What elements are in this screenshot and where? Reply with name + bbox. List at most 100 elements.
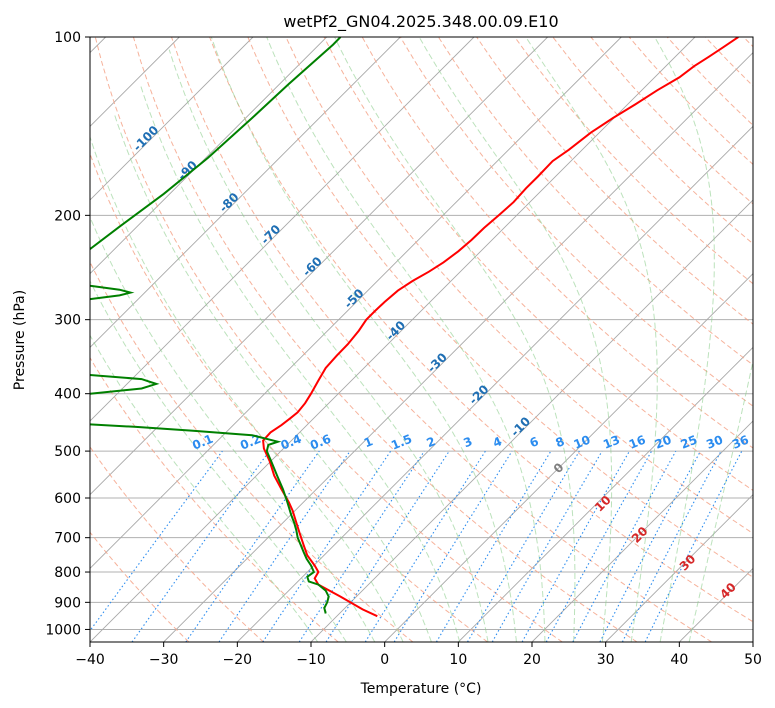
mixing-ratio-line <box>521 450 630 642</box>
dry-adiabat-line <box>209 37 753 623</box>
plot-frame <box>89 36 754 643</box>
moist-adiabat-line <box>688 358 753 642</box>
mixing-ratio-line <box>218 450 351 642</box>
dry-adiabat-label: 10 <box>592 493 614 515</box>
y-tick-label: 600 <box>54 491 81 507</box>
x-tick-label: −20 <box>223 652 253 668</box>
isotherm-label: -100 <box>130 123 161 154</box>
mixing-ratio-label: 30 <box>704 433 725 452</box>
moist-adiabats <box>90 37 753 642</box>
mixing-ratio-line <box>90 450 223 632</box>
isotherm-line <box>679 567 753 642</box>
isotherm-label: -90 <box>175 158 200 183</box>
mixing-ratio-line <box>393 450 513 642</box>
dry-adiabat-line <box>90 260 414 642</box>
isotherm-line <box>90 37 401 348</box>
isotherm-grid <box>90 37 753 642</box>
mixing-ratio-line <box>621 450 722 642</box>
isotherm-line <box>90 37 475 422</box>
isotherm-line <box>90 37 327 275</box>
dry-adiabat-line <box>323 37 753 491</box>
mixing-ratio-line <box>185 450 320 642</box>
moist-adiabat-line <box>334 37 576 642</box>
dry-adiabat-line <box>666 37 753 126</box>
mixing-ratio-label: 10 <box>572 433 593 452</box>
dry-adiabat-line <box>285 37 753 535</box>
isotherm-line <box>90 37 548 496</box>
isotherm-line <box>90 37 696 642</box>
x-tick-label: 20 <box>523 652 541 668</box>
sounding-series <box>90 37 739 618</box>
mixing-ratio-label: 1 <box>362 434 375 450</box>
y-tick-label: 800 <box>54 565 81 581</box>
moist-adiabat-line <box>654 37 715 642</box>
mixing-ratio-label: 0.6 <box>308 432 333 453</box>
moist-adiabat-line <box>90 279 347 642</box>
isotherm-label: -30 <box>425 350 450 375</box>
isotherm-line <box>605 494 753 642</box>
dry-adiabat-line <box>171 37 712 642</box>
moist-adiabat-line <box>139 83 461 642</box>
dry-adiabat-line <box>552 37 753 245</box>
isotherm-line <box>752 641 753 642</box>
mixing-ratio-line <box>599 450 701 642</box>
isotherm-line <box>237 125 753 642</box>
y-tick-label: 1000 <box>45 622 81 638</box>
mixing-ratio-line <box>545 450 653 642</box>
dewpoint-line-segment <box>90 284 135 301</box>
mixing-ratio-label: 3 <box>461 434 474 450</box>
y-tick-label: 900 <box>54 595 81 611</box>
isotherm-label: -20 <box>466 382 491 407</box>
dry-adiabat-line <box>90 356 339 642</box>
mixing-ratio-label: 6 <box>528 434 541 450</box>
x-tick-label: 40 <box>670 652 688 668</box>
isotherm-line <box>310 199 753 642</box>
y-tick-label: 100 <box>54 30 81 46</box>
mixing-ratio-line <box>644 450 743 642</box>
dry-adiabat-line <box>743 37 753 48</box>
mixing-ratio-label: 2 <box>425 434 438 450</box>
mixing-ratio-line <box>298 450 425 642</box>
mixing-ratio-label: 13 <box>601 433 622 452</box>
moist-adiabat-line <box>113 114 432 642</box>
moist-adiabat-line <box>168 49 489 642</box>
isotherm-label: -40 <box>383 318 408 343</box>
mixing-ratio-label: 25 <box>679 433 700 452</box>
mixing-ratio-label: 4 <box>491 434 504 450</box>
dry-adiabat-line <box>514 37 753 285</box>
dry-adiabat-line <box>361 37 753 449</box>
isotherm-line <box>384 273 753 642</box>
plot-area: -100-90-80-70-60-50-40-30-20-10 0.1 0.2 0.… <box>90 37 753 642</box>
dry-adiabat-line <box>437 37 753 366</box>
mixing-ratio-line <box>435 450 552 642</box>
dry-adiabat-label: 30 <box>677 552 699 574</box>
moist-adiabat-line <box>418 37 613 642</box>
dry-adiabat-line <box>90 152 488 642</box>
x-tick-label: 0 <box>380 652 389 668</box>
y-tick-label: 700 <box>54 531 81 547</box>
y-tick-label: 300 <box>54 313 81 329</box>
mixing-ratio-label: 16 <box>627 433 648 452</box>
dry-adiabat-line <box>704 37 753 87</box>
chart-title: wetPf2_GN04.2025.348.00.09.E10 <box>283 12 558 32</box>
dry-adiabat-line <box>132 37 638 642</box>
isotherm-label: -60 <box>300 254 325 279</box>
y-tick-label: 200 <box>54 208 81 224</box>
dewpoint-line-segment <box>90 374 160 395</box>
pressure-grid <box>90 37 753 630</box>
isotherm-line <box>458 346 753 642</box>
mixing-ratio-line <box>262 450 392 642</box>
dry-adiabat-line <box>90 446 264 642</box>
y-tick-label: 400 <box>54 387 81 403</box>
isotherm-labels: -100-90-80-70-60-50-40-30-20-10 <box>130 123 533 440</box>
x-tick-label: 30 <box>597 652 615 668</box>
y-axis-label: Pressure (hPa) <box>12 290 28 390</box>
isotherm-line <box>90 37 622 569</box>
moist-adiabat-line <box>90 135 404 642</box>
mixing-ratio-label: 0.1 <box>190 432 215 453</box>
x-tick-label: −10 <box>296 652 326 668</box>
moist-adiabat-line <box>210 37 517 642</box>
x-tick-label: −30 <box>149 652 179 668</box>
moist-adiabat-line <box>525 37 658 642</box>
dry-adiabat-line <box>476 37 753 325</box>
